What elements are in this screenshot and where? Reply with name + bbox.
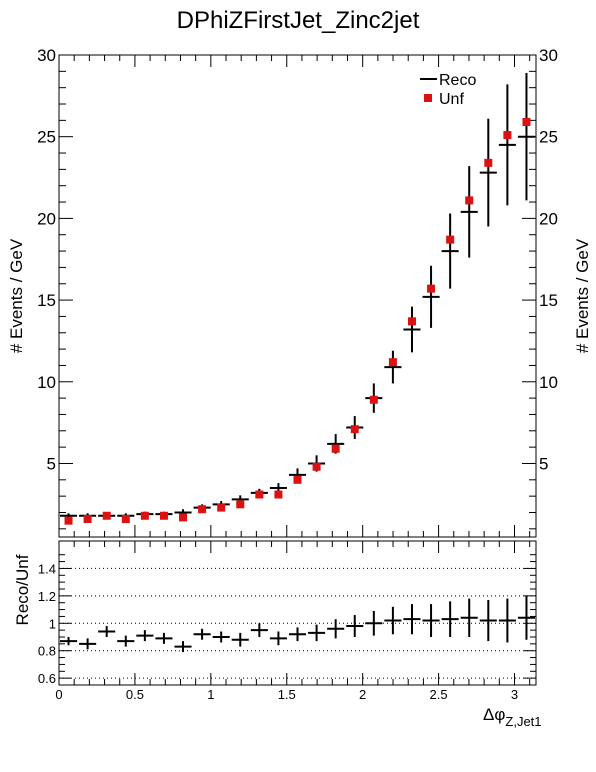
unf-point: [312, 462, 321, 471]
main-y-tick-label: 5: [47, 454, 56, 473]
main-y-tick-label-right: 10: [539, 373, 558, 392]
x-tick-label: 2.5: [430, 687, 448, 702]
x-axis-label-sub: Z,Jet1: [505, 714, 541, 729]
ratio-x-axis: 0 0.5 1 1.5 2 2.5 3: [55, 541, 531, 702]
main-panel: 5 5 10 10 15 15 20 20 25 25 30 30 # Events / GeV # …: [7, 46, 592, 538]
ratio-y-tick-label: 1: [49, 616, 56, 631]
legend-reco-label: Reco: [439, 72, 476, 89]
x-tick-label: 2: [359, 687, 366, 702]
unf-point: [369, 395, 378, 404]
unf-point: [274, 490, 283, 499]
main-y-tick-label: 15: [37, 291, 56, 310]
ratio-series: [60, 595, 535, 653]
unf-series: [64, 117, 531, 525]
x-tick-label: 1: [207, 687, 214, 702]
unf-point: [503, 131, 512, 140]
main-y-tick-label: 20: [37, 209, 56, 228]
unf-point: [159, 511, 168, 520]
unf-point: [140, 511, 149, 520]
ratio-y-axis-label: Reco/Unf: [13, 554, 32, 625]
legend-unf-label: Unf: [439, 91, 464, 108]
unf-point: [179, 513, 188, 522]
main-y-tick-label: 25: [37, 128, 56, 147]
unf-point: [407, 317, 416, 326]
ratio-y-tick-label: 1.2: [38, 589, 56, 604]
unf-point: [465, 196, 474, 205]
unf-point: [217, 503, 226, 512]
ratio-y-tick-label: 0.8: [38, 644, 56, 659]
unf-point: [255, 490, 264, 499]
main-x-axis: [58, 55, 531, 537]
main-y-tick-label-right: 5: [539, 454, 548, 473]
ratio-y-tick-label: 0.6: [38, 671, 56, 686]
unf-point: [427, 284, 436, 293]
x-tick-label: 0: [55, 687, 62, 702]
main-y-tick-label-right: 30: [539, 46, 558, 65]
unf-point: [388, 358, 397, 367]
x-tick-label: 1.5: [278, 687, 296, 702]
unf-point: [331, 444, 340, 453]
unf-point: [236, 500, 245, 509]
unf-point: [121, 515, 130, 524]
main-y-axis-label: # Events / GeV: [7, 238, 26, 353]
main-y-axis-label-right: # Events / GeV: [573, 238, 592, 353]
ratio-panel: 0.6 0.8 1 1.2 1.4 0 0.5 1 1.5 2 2.5 3 Reco/Unf ΔφZ…: [13, 540, 542, 729]
main-y-tick-label-right: 25: [539, 128, 558, 147]
ratio-y-axis: 0.6 0.8 1 1.2 1.4: [38, 554, 536, 686]
x-tick-label: 3: [511, 687, 518, 702]
main-panel-frame: [58, 54, 537, 538]
ratio-grid: [59, 567, 536, 679]
main-y-tick-label: 30: [37, 46, 56, 65]
main-y-tick-label-right: 15: [539, 291, 558, 310]
ratio-panel-frame: [58, 540, 537, 686]
unf-point: [83, 515, 92, 524]
ratio-y-tick-label: 1.4: [38, 561, 56, 576]
unf-point: [522, 117, 531, 126]
unf-point: [484, 158, 493, 167]
unf-point: [198, 505, 207, 514]
x-tick-label: 0.5: [126, 687, 144, 702]
legend: Reco Unf: [420, 72, 476, 108]
main-y-tick-label: 10: [37, 373, 56, 392]
legend-unf-marker: [424, 94, 432, 102]
unf-point: [102, 511, 111, 520]
unf-point: [446, 235, 455, 244]
main-y-axis: 5 5 10 10 15 15 20 20 25 25 30 30: [37, 46, 558, 530]
unf-point: [350, 425, 359, 434]
x-axis-label: ΔφZ,Jet1: [483, 705, 542, 729]
main-y-tick-label-right: 20: [539, 209, 558, 228]
reco-series: [60, 72, 535, 519]
unf-point: [64, 516, 73, 525]
chart-title: DPhiZFirstJet_Zinc2jet: [177, 7, 420, 34]
unf-point: [293, 475, 302, 484]
x-axis-label-main: Δφ: [483, 705, 505, 724]
